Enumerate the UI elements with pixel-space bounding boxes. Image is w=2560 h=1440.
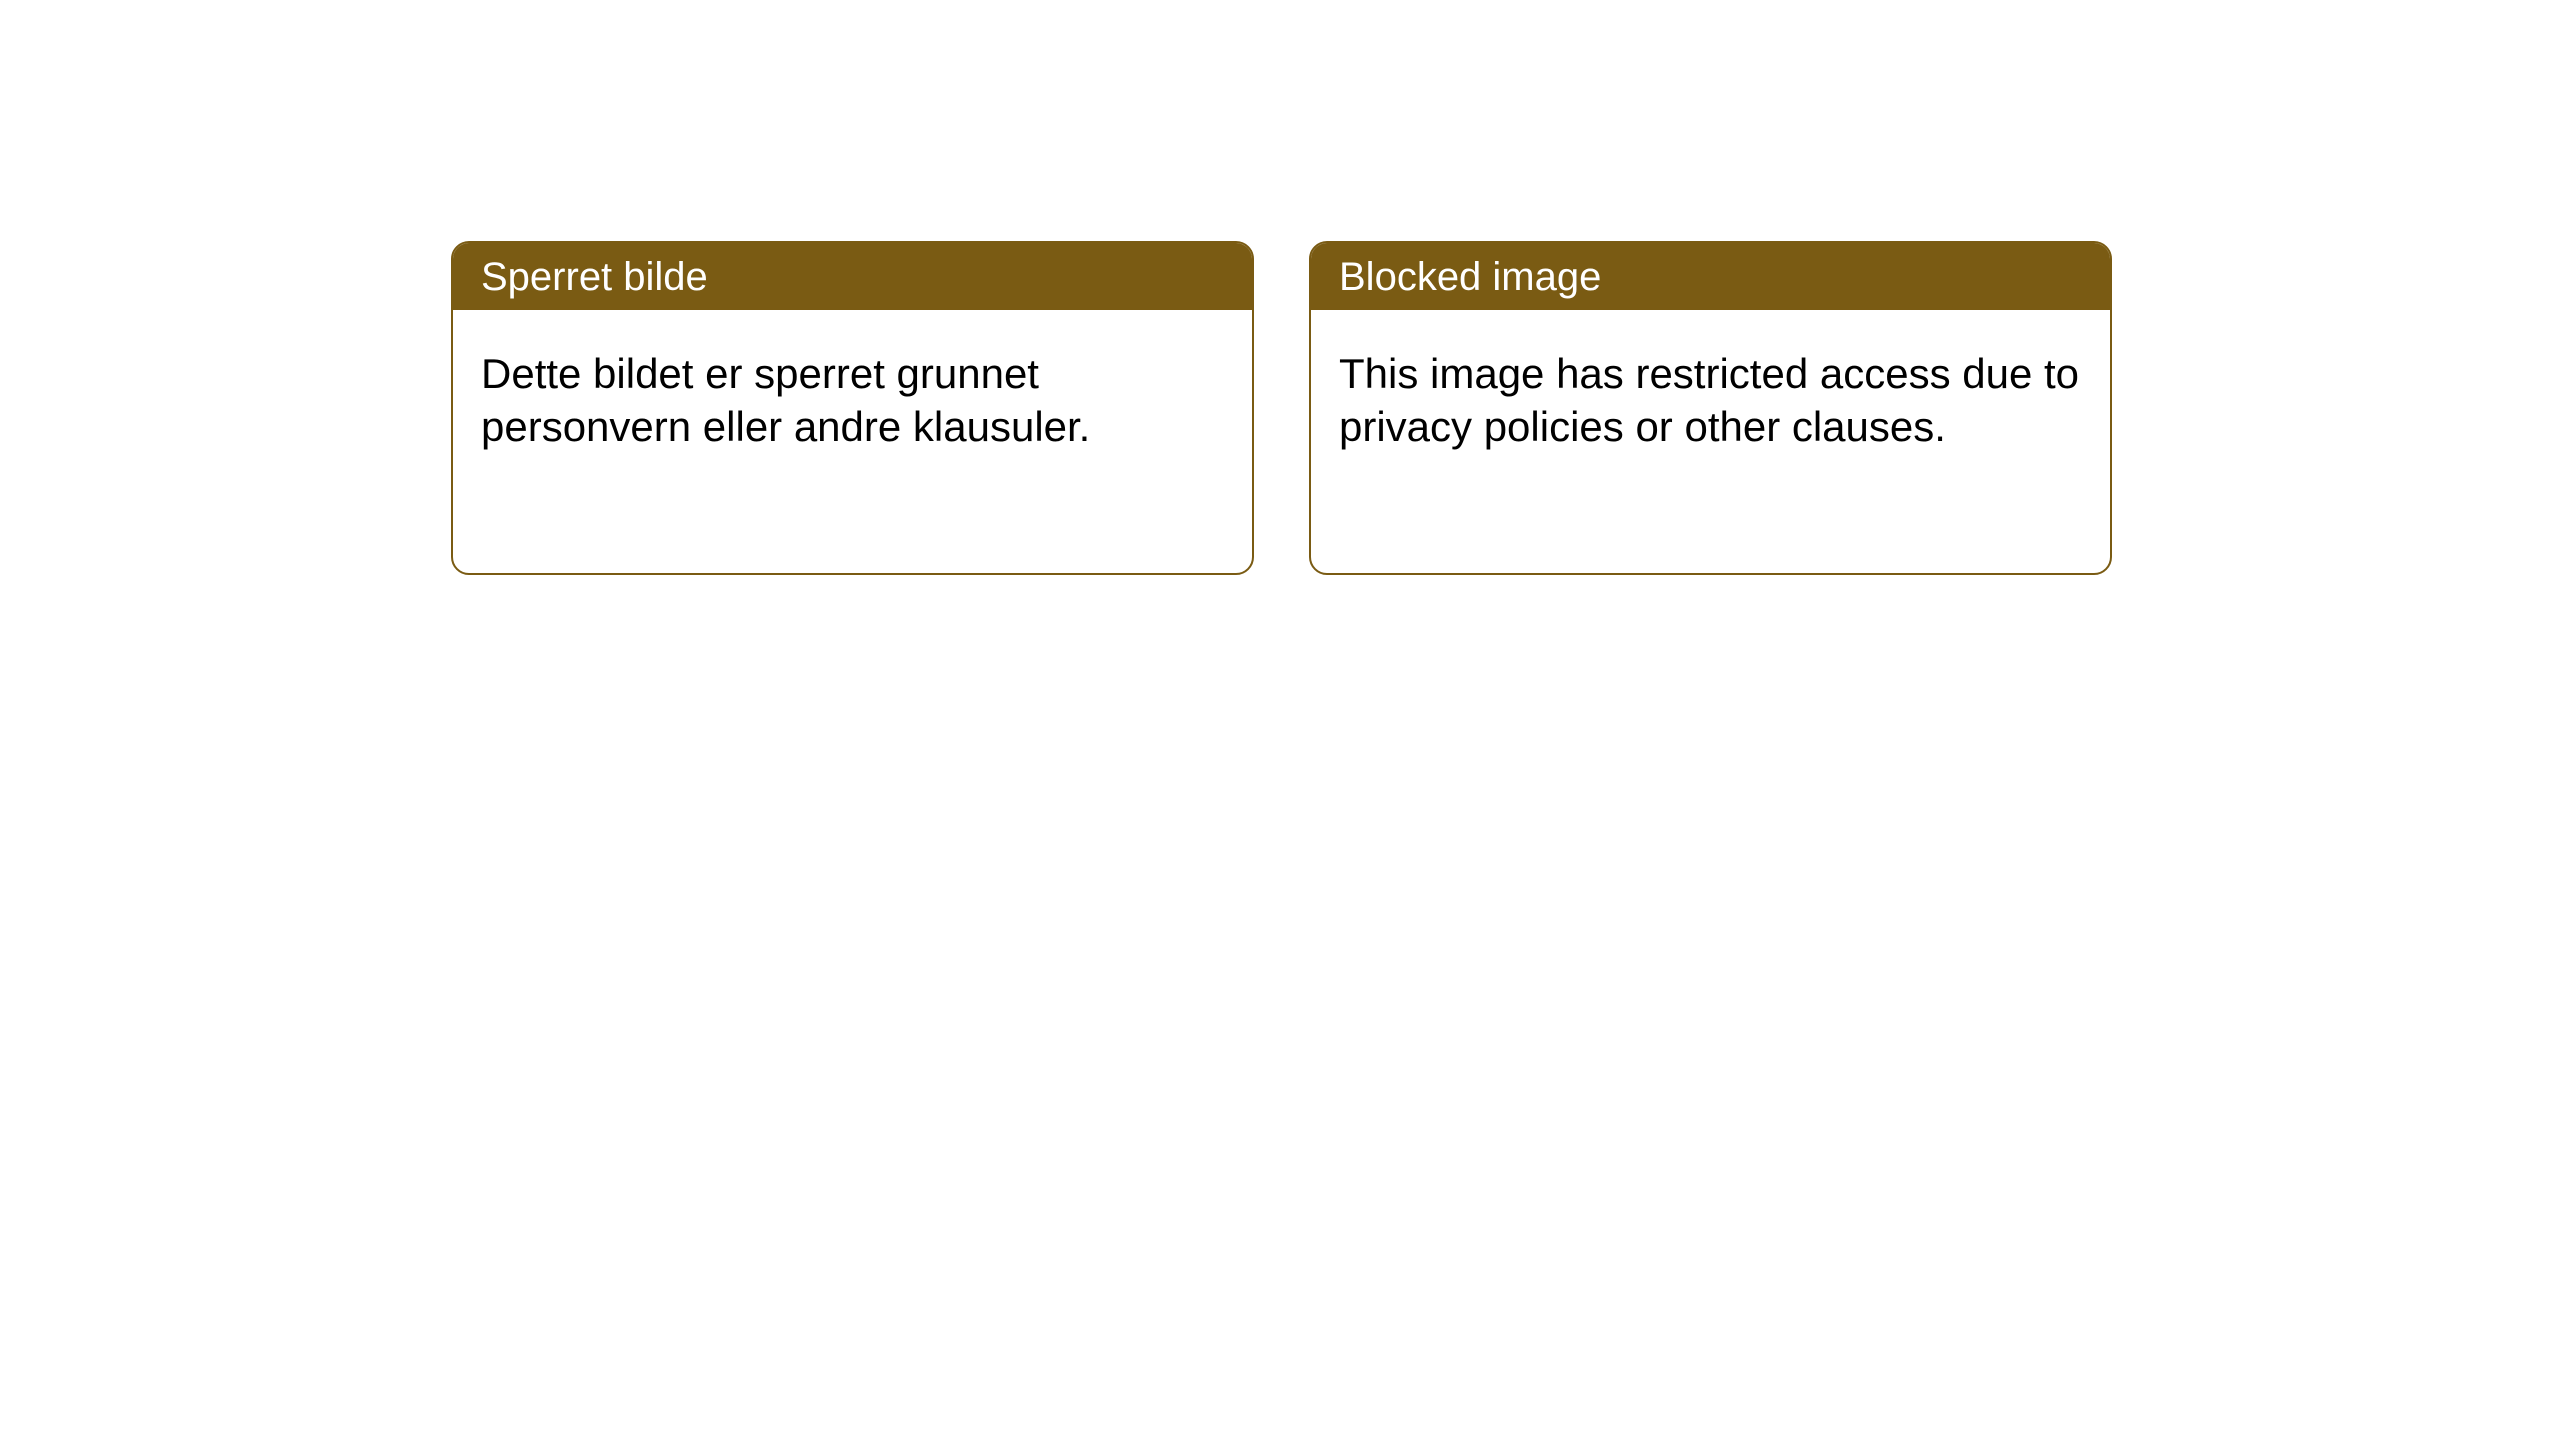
notice-card-norwegian: Sperret bilde Dette bildet er sperret gr… [451,241,1254,575]
notice-header-english: Blocked image [1311,243,2110,310]
notice-header-norwegian: Sperret bilde [453,243,1252,310]
notice-container: Sperret bilde Dette bildet er sperret gr… [451,241,2112,575]
notice-body-norwegian: Dette bildet er sperret grunnet personve… [453,310,1252,481]
notice-card-english: Blocked image This image has restricted … [1309,241,2112,575]
notice-body-english: This image has restricted access due to … [1311,310,2110,481]
